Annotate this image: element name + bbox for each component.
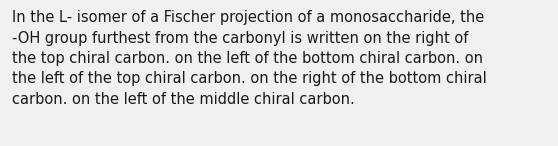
Text: In the L- isomer of a Fischer projection of a monosaccharide, the
-OH group furt: In the L- isomer of a Fischer projection… — [12, 10, 487, 107]
